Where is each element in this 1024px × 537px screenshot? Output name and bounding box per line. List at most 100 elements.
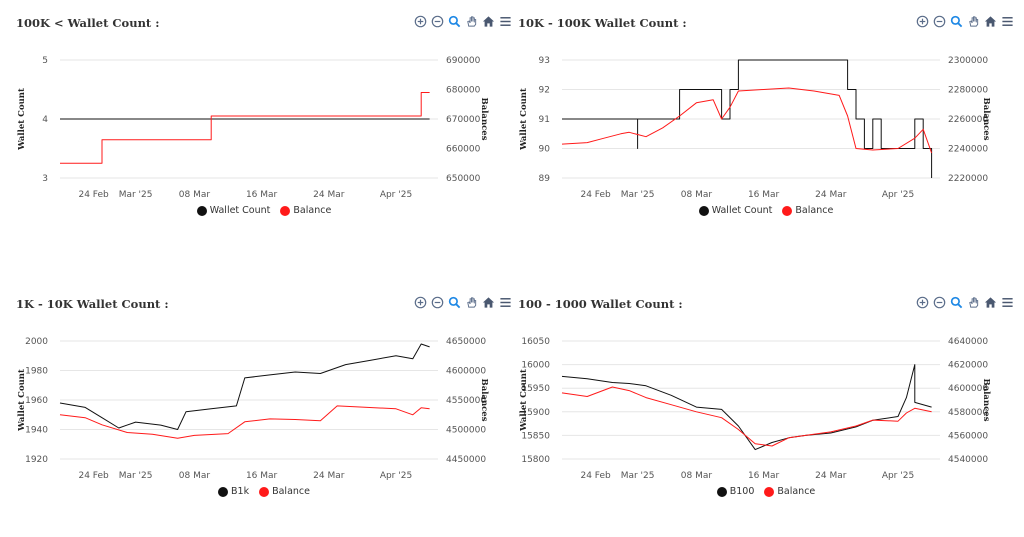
y-tick-label: 3 [42, 174, 48, 184]
y2-axis-title: Balances [981, 98, 991, 141]
zoom-in-icon[interactable] [915, 14, 929, 28]
zoom-in-icon[interactable] [413, 295, 427, 309]
series-line-b100 [561, 364, 932, 451]
zoom-select-icon[interactable] [949, 295, 963, 309]
legend-item-balance[interactable]: Balance [280, 205, 331, 216]
chart-legend: B100 Balance [516, 486, 1016, 497]
y2-tick-label: 680000 [446, 86, 481, 96]
y-tick-label: 89 [539, 174, 551, 184]
y2-tick-label: 4640000 [948, 337, 988, 347]
zoom-out-icon[interactable] [932, 295, 946, 309]
y-tick-label: 2000 [25, 337, 48, 347]
legend-marker [259, 486, 270, 497]
legend-item-wallet-count[interactable]: Wallet Count [698, 205, 773, 216]
legend-label: Balance [272, 486, 310, 497]
x-tick-label: 24 Feb [78, 471, 109, 481]
x-tick-label: 08 Mar [681, 190, 713, 200]
pan-hand-icon[interactable] [966, 295, 980, 309]
y-axis-title: Wallet Count [17, 369, 27, 432]
zoom-select-icon[interactable] [949, 14, 963, 28]
chart-toolbar [413, 295, 512, 309]
home-reset-icon[interactable] [983, 14, 997, 28]
chart-toolbar [915, 14, 1014, 28]
zoom-out-icon[interactable] [430, 14, 444, 28]
x-tick-label: 16 Mar [246, 471, 278, 481]
zoom-out-icon[interactable] [430, 295, 444, 309]
pan-hand-icon[interactable] [464, 295, 478, 309]
x-tick-label: 24 Mar [313, 190, 345, 200]
x-tick-label: 08 Mar [179, 471, 211, 481]
y-tick-label: 1980 [25, 367, 48, 377]
y-tick-label: 15800 [521, 455, 550, 465]
legend-label: Wallet Count [711, 205, 773, 216]
legend-marker [218, 486, 229, 497]
y2-axis-title: Balances [479, 379, 489, 422]
x-tick-label: Apr '25 [380, 190, 412, 200]
legend-item-b1k[interactable]: B1k [218, 486, 249, 497]
chart-title: 100 - 1000 Wallet Count : [518, 297, 683, 311]
legend-item-balance[interactable]: Balance [259, 486, 310, 497]
wallet-chart-100-1000: 15800 15850 15900 15950 16000 16050 4540000 456… [519, 337, 991, 481]
zoom-select-icon[interactable] [447, 14, 461, 28]
series-line-balance [561, 386, 932, 447]
x-tick-label: 24 Mar [815, 190, 847, 200]
zoom-in-icon[interactable] [915, 295, 929, 309]
home-reset-icon[interactable] [481, 295, 495, 309]
y-axis-title: Wallet Count [519, 369, 529, 432]
wallet-chart-10k-100k: 89 90 91 92 93 2220000 2240000 2260000 2280000 23… [519, 56, 991, 200]
y-tick-label: 15900 [521, 408, 550, 418]
chart-legend: Wallet Count Balance [516, 205, 1016, 216]
legend-marker [782, 205, 793, 216]
y2-tick-label: 4500000 [446, 426, 486, 436]
y-tick-label: 15950 [521, 384, 550, 394]
y2-tick-label: 2260000 [948, 115, 988, 125]
chart-title: 1K - 10K Wallet Count : [16, 297, 169, 311]
y-tick-label: 1920 [25, 455, 48, 465]
y2-tick-label: 4600000 [446, 367, 486, 377]
series-line-b1k [59, 343, 430, 430]
y-tick-label: 4 [42, 115, 48, 125]
menu-icon[interactable] [498, 14, 512, 28]
wallet-chart-100k-plus: 3 4 5 650000 660000 670000 680000 690000 24 Feb M… [17, 56, 489, 200]
legend-label: Wallet Count [209, 205, 271, 216]
x-tick-label: Apr '25 [882, 471, 914, 481]
y2-tick-label: 2240000 [948, 145, 988, 155]
y-tick-label: 1960 [25, 396, 48, 406]
y2-tick-label: 2280000 [948, 86, 988, 96]
home-reset-icon[interactable] [481, 14, 495, 28]
chart-legend: Wallet Count Balance [14, 205, 514, 216]
y2-axis-title: Balances [479, 98, 489, 141]
menu-icon[interactable] [1000, 14, 1014, 28]
zoom-select-icon[interactable] [447, 295, 461, 309]
legend-item-balance[interactable]: Balance [764, 486, 815, 497]
home-reset-icon[interactable] [983, 295, 997, 309]
y-tick-label: 16050 [521, 337, 550, 347]
wallet-chart-1k-10k: 1920 1940 1960 1980 2000 4450000 4500000 455000… [17, 337, 489, 481]
x-tick-label: Apr '25 [882, 190, 914, 200]
zoom-in-icon[interactable] [413, 14, 427, 28]
y2-tick-label: 690000 [446, 56, 481, 66]
pan-hand-icon[interactable] [966, 14, 980, 28]
y2-tick-label: 2220000 [948, 174, 988, 184]
legend-item-wallet-count[interactable]: Wallet Count [196, 205, 271, 216]
series-line-balance [59, 405, 430, 439]
menu-icon[interactable] [1000, 295, 1014, 309]
y-axis-title: Wallet Count [17, 88, 27, 151]
x-tick-label: 24 Feb [580, 471, 611, 481]
x-tick-label: 16 Mar [246, 190, 278, 200]
series-line-wallet-count [562, 59, 933, 178]
legend-marker [280, 205, 291, 216]
zoom-out-icon[interactable] [932, 14, 946, 28]
pan-hand-icon[interactable] [464, 14, 478, 28]
x-tick-label: Mar '25 [621, 471, 655, 481]
menu-icon[interactable] [498, 295, 512, 309]
legend-item-balance[interactable]: Balance [782, 205, 833, 216]
chart-legend: B1k Balance [14, 486, 514, 497]
x-tick-label: 24 Feb [78, 190, 109, 200]
x-tick-label: 08 Mar [179, 190, 211, 200]
y2-tick-label: 650000 [446, 174, 481, 184]
legend-item-b100[interactable]: B100 [716, 486, 754, 497]
y2-tick-label: 4540000 [948, 455, 988, 465]
legend-label: Balance [795, 205, 834, 216]
y-tick-label: 91 [539, 115, 550, 125]
